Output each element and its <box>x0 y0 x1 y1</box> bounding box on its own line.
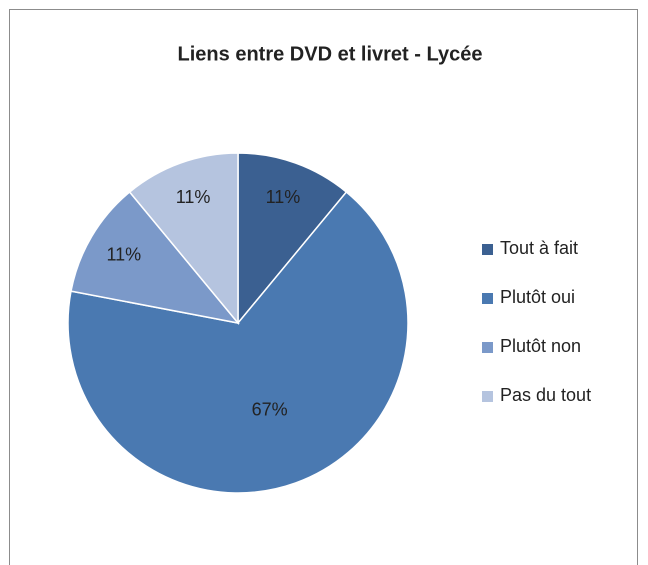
pie-slice <box>70 190 240 325</box>
legend-swatch <box>482 391 493 402</box>
pie-slice <box>128 152 239 326</box>
pie-slice <box>237 152 348 326</box>
legend-label: Pas du tout <box>500 385 591 405</box>
legend-label: Plutôt non <box>500 336 581 356</box>
legend-label: Plutôt oui <box>500 287 575 307</box>
legend-label: Tout à fait <box>500 238 578 258</box>
legend-swatch <box>482 342 493 353</box>
chart-title: Liens entre DVD et livret - Lycée <box>178 43 483 65</box>
data-label: 11% <box>107 244 142 264</box>
legend-swatch <box>482 244 493 255</box>
data-label: 11% <box>176 187 211 207</box>
pie-slice <box>67 190 409 494</box>
data-label: 11% <box>266 187 301 207</box>
data-label: 67% <box>252 400 288 420</box>
legend-swatch <box>482 293 493 304</box>
